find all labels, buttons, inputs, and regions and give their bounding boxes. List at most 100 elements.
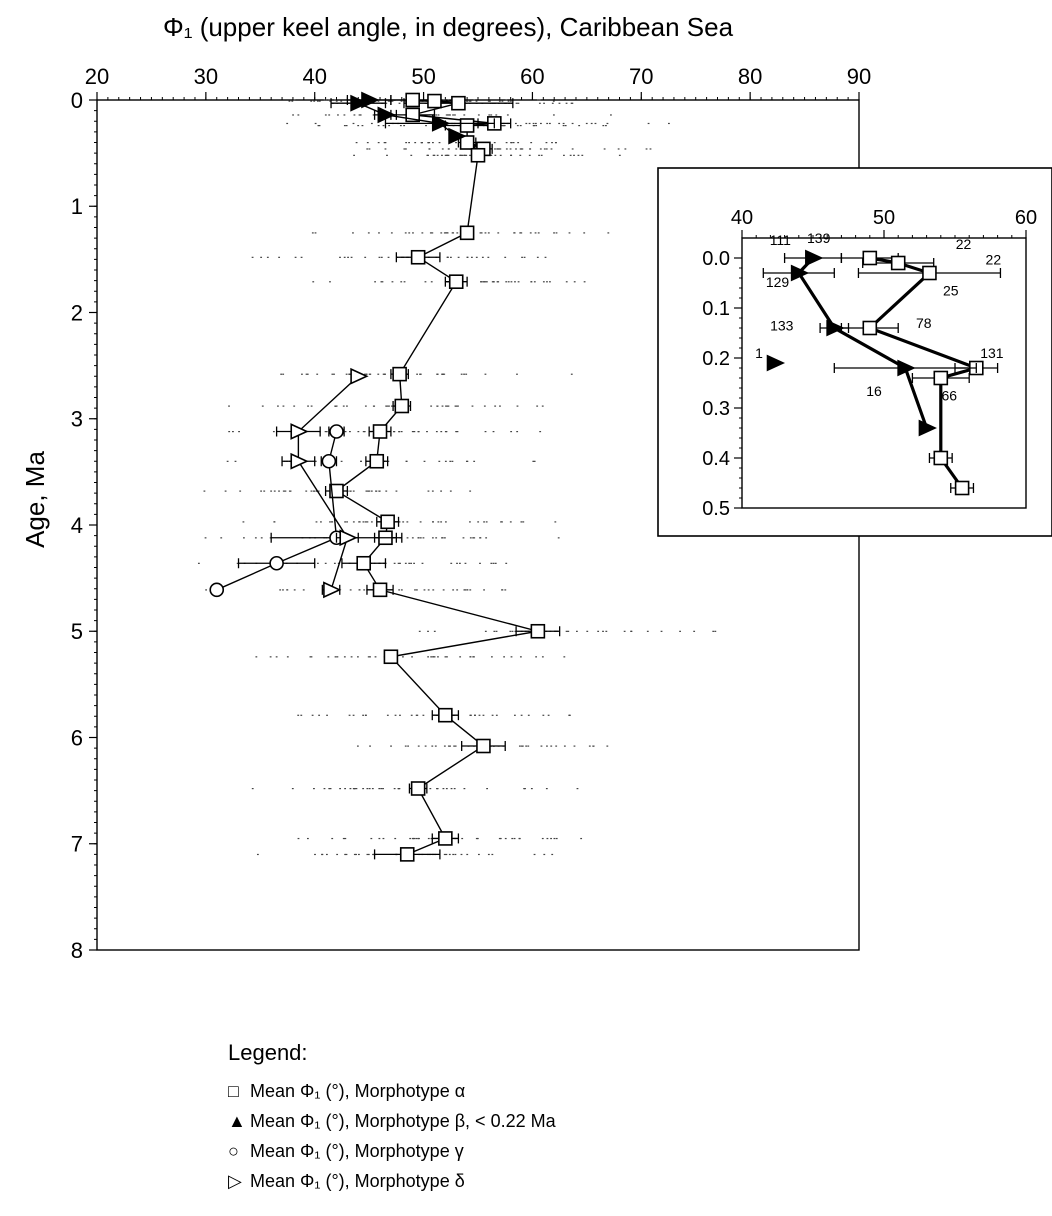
raw-point [355,788,358,790]
raw-point [444,154,447,156]
raw-point [494,562,497,564]
raw-point [381,281,384,283]
sample-count-label: 1 [755,345,763,361]
raw-point [543,102,545,104]
raw-point [529,232,532,234]
sample-count-label: 111 [770,232,791,248]
data-point [448,127,467,145]
raw-point [382,837,385,840]
raw-point [563,745,566,747]
raw-point [456,431,459,433]
raw-point [503,125,505,127]
raw-point [349,788,352,790]
raw-point [463,788,466,790]
raw-point [504,589,507,591]
x-tick-label: 20 [85,64,109,89]
raw-point [505,142,508,144]
raw-point [646,630,649,632]
raw-point [505,562,508,564]
raw-point [553,232,555,234]
y-tick-label: 8 [71,938,83,963]
raw-point [374,656,377,658]
raw-point [387,460,390,462]
raw-point [444,537,446,539]
raw-point [446,405,449,407]
raw-point [427,142,430,144]
raw-point [496,148,499,150]
raw-point [573,154,575,156]
raw-point [479,537,481,539]
raw-point [436,405,439,407]
raw-point [464,562,467,564]
raw-point [314,853,316,856]
raw-point [443,745,446,747]
raw-point [419,537,422,539]
raw-point [205,589,207,591]
raw-point [333,373,335,375]
raw-point [404,232,407,234]
raw-point [555,837,558,840]
raw-point [442,589,445,591]
raw-point [374,281,376,283]
x-tick-label: 70 [629,64,653,89]
raw-point [520,745,523,747]
raw-point [284,490,287,492]
raw-point [430,405,433,407]
raw-point [442,788,445,790]
raw-point [357,656,359,658]
raw-point [359,114,362,116]
raw-point [500,125,503,127]
raw-point [444,521,447,523]
raw-point [350,256,353,258]
raw-point [551,853,554,856]
data-point [427,93,442,109]
raw-point [575,630,578,632]
raw-point [311,714,314,716]
raw-point [554,521,557,523]
raw-point [220,537,223,539]
raw-point [510,431,513,433]
raw-point [444,656,447,658]
raw-point [515,148,517,150]
sample-count-label: 78 [916,315,932,331]
raw-point [368,788,371,790]
raw-point [511,630,514,632]
raw-point [649,148,652,150]
raw-point [399,562,401,564]
raw-point [251,788,254,790]
sample-count-label: 22 [986,252,1002,268]
raw-point [449,490,452,492]
raw-point [504,256,507,258]
raw-point [282,589,284,591]
raw-point [224,490,227,492]
raw-point [398,431,401,433]
series-3 [275,367,369,599]
legend-label-gamma: Mean Φ₁ (°), Morphotype γ [250,1141,464,1161]
filled-triangle-icon: ▲ [228,1111,246,1131]
raw-point [446,656,448,658]
y-tick-label: 0.5 [702,498,730,520]
raw-point [286,656,289,658]
raw-point [370,837,373,840]
raw-point [382,373,385,375]
raw-point [326,714,328,716]
raw-point [310,656,313,658]
raw-point [453,745,456,747]
y-tick-label: 0.2 [702,348,730,370]
data-point [372,424,388,439]
raw-point [527,745,530,747]
raw-point [427,656,430,658]
raw-point [234,460,237,462]
raw-point [550,148,553,150]
raw-point [291,100,294,102]
raw-point [540,154,543,156]
raw-point [563,656,566,658]
raw-point [530,142,533,144]
data-point [451,95,466,111]
raw-point [455,431,458,433]
raw-point [624,148,627,150]
raw-point [292,114,294,116]
raw-point [226,460,229,462]
raw-point [437,114,440,116]
raw-point [419,373,421,375]
